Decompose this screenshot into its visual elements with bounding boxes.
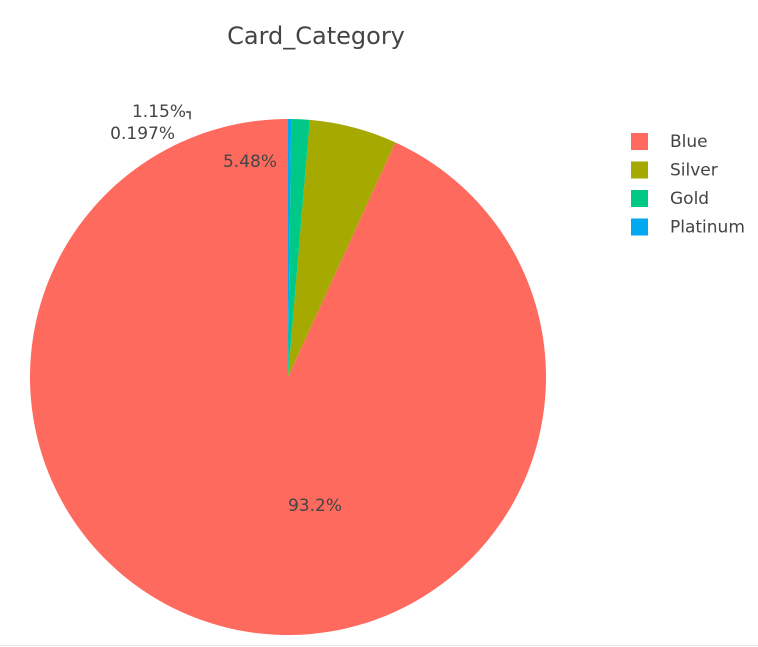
pie-slice-platinum bbox=[288, 119, 292, 377]
legend-swatch-silver[interactable] bbox=[631, 161, 648, 179]
legend-label-gold[interactable]: Gold bbox=[670, 189, 709, 209]
slice-label-gold: 1.15% bbox=[132, 102, 186, 122]
legend-swatch-platinum[interactable] bbox=[631, 218, 648, 236]
legend-label-blue[interactable]: Blue bbox=[670, 132, 708, 152]
pie-labels: 93.2% 5.48% 1.15%0.197% bbox=[110, 102, 342, 516]
chart-title: Card_Category bbox=[227, 22, 405, 50]
pie-slices bbox=[29, 119, 546, 636]
slice-label-blue: 93.2% bbox=[288, 496, 342, 516]
legend-label-silver[interactable]: Silver bbox=[670, 161, 718, 181]
legend-swatch-blue[interactable] bbox=[631, 133, 648, 150]
bottom-divider bbox=[0, 645, 758, 646]
legend-label-platinum[interactable]: Platinum bbox=[670, 218, 745, 238]
pie-slice-gold bbox=[288, 119, 310, 378]
slice-label-leader-gold bbox=[186, 111, 191, 120]
slice-label-platinum: 0.197% bbox=[110, 124, 175, 144]
legend: Blue Silver Gold Platinum bbox=[631, 132, 745, 238]
legend-swatch-gold[interactable] bbox=[631, 190, 648, 207]
pie-slice-blue bbox=[29, 119, 546, 636]
pie-slice-silver bbox=[288, 119, 396, 377]
slice-label-silver: 5.48% bbox=[223, 152, 277, 172]
